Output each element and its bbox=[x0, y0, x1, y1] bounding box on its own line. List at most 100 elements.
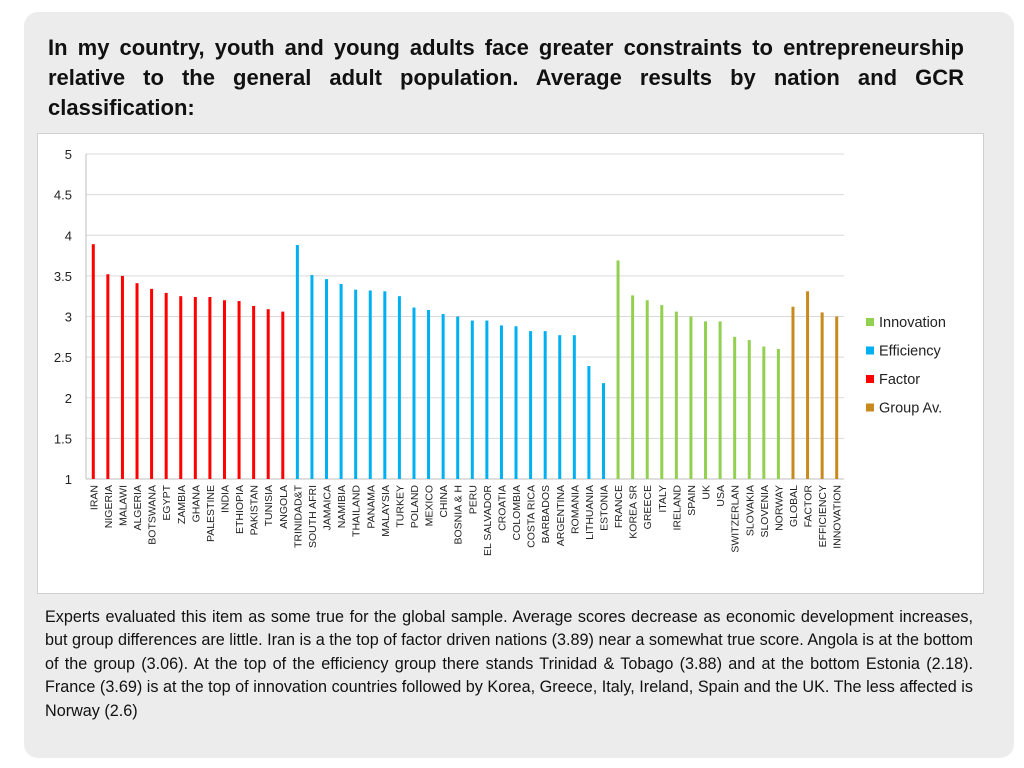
x-tick-label: IRELAND bbox=[671, 485, 683, 531]
bar-switzerlan bbox=[733, 336, 737, 479]
bar-italy bbox=[660, 305, 664, 479]
x-tick-label: PALESTINE bbox=[205, 485, 217, 542]
x-tick-label: KOREA SR bbox=[628, 485, 640, 539]
chart-svg: 1 1.5 2 2.5 3 3.5 4 4.5 5 IRAN NIGERIA MALAWI ALGERI… bbox=[54, 147, 946, 556]
x-tick-label: COLOMBIA bbox=[511, 485, 523, 540]
bar-slovakia bbox=[747, 340, 751, 479]
y-tick-label: 2.5 bbox=[54, 350, 72, 365]
x-tick-label: IRAN bbox=[88, 485, 100, 510]
bar-algeria bbox=[135, 283, 139, 479]
x-tick-label: LITHUANIA bbox=[584, 485, 596, 540]
bar-argentina bbox=[558, 335, 562, 479]
x-tick-label: THAILAND bbox=[351, 485, 363, 537]
legend-label: Factor bbox=[879, 372, 920, 388]
x-tick-label: INDIA bbox=[219, 485, 231, 513]
x-tick-label: NIGERIA bbox=[103, 485, 115, 528]
slide-title: In my country, youth and young adults fa… bbox=[48, 35, 964, 120]
bar-iran bbox=[91, 244, 95, 479]
x-tick-label: BOTSWANA bbox=[147, 485, 159, 545]
bar-greece bbox=[645, 300, 649, 479]
bar-thailand bbox=[354, 289, 358, 479]
x-tick-label: ESTONIA bbox=[598, 485, 610, 531]
bar-panama bbox=[368, 290, 372, 479]
legend-swatch bbox=[866, 375, 874, 383]
x-tick-label: ETHIOPIA bbox=[234, 485, 246, 534]
x-tick-label: POLAND bbox=[409, 485, 421, 529]
x-tick-label: SLOVENIA bbox=[759, 485, 771, 538]
x-tick-label: NORWAY bbox=[773, 485, 785, 531]
x-tick-label: FRANCE bbox=[613, 485, 625, 528]
bar-zambia bbox=[179, 296, 183, 479]
bar-factor bbox=[806, 291, 810, 479]
x-tick-label: ZAMBIA bbox=[176, 485, 188, 524]
bar-uk bbox=[704, 321, 708, 479]
bar-nigeria bbox=[106, 274, 110, 479]
legend-label: Group Av. bbox=[879, 401, 942, 417]
x-tick-label: TUNISIA bbox=[263, 485, 275, 526]
y-tick-label: 3.5 bbox=[54, 269, 72, 284]
bar-norway bbox=[776, 349, 780, 479]
x-tick-label: MALAWI bbox=[117, 485, 129, 526]
x-tick-label: TURKEY bbox=[394, 485, 406, 528]
bar-efficiency bbox=[820, 312, 824, 479]
y-tick-label: 4 bbox=[65, 228, 72, 243]
bar-costa-rica bbox=[529, 331, 533, 479]
bar-colombia bbox=[514, 326, 518, 479]
x-tick-label: UK bbox=[701, 485, 713, 500]
bar-trinidad-t bbox=[295, 245, 299, 479]
bar-romania bbox=[572, 335, 576, 479]
x-tick-label: GHANA bbox=[190, 485, 202, 522]
x-tick-label: PANAMA bbox=[365, 485, 377, 529]
x-tick-label: SPAIN bbox=[686, 485, 698, 516]
bar-botswana bbox=[150, 288, 154, 479]
legend-label: Innovation bbox=[879, 315, 946, 331]
bar-egypt bbox=[164, 292, 168, 479]
bar-malaysia bbox=[383, 291, 387, 479]
x-tick-label: CROATIA bbox=[496, 485, 508, 531]
bar-spain bbox=[689, 316, 693, 479]
x-tick-label: USA bbox=[715, 485, 727, 507]
x-tick-label: BARBADOS bbox=[540, 485, 552, 543]
bar-mexico bbox=[427, 310, 431, 479]
bar-south-afri bbox=[310, 275, 314, 479]
x-tick-label: EFFICIENCY bbox=[817, 485, 829, 547]
x-tick-label: MALAYSIA bbox=[380, 485, 392, 537]
bar-lithuania bbox=[587, 366, 591, 479]
x-tick-label: ITALY bbox=[657, 485, 669, 513]
bar-el-salvador bbox=[485, 320, 489, 479]
x-tick-label: GREECE bbox=[642, 485, 654, 529]
bar-peru bbox=[470, 320, 474, 479]
bar-innovation bbox=[835, 316, 839, 479]
y-tick-label: 4.5 bbox=[54, 188, 72, 203]
bar-turkey bbox=[397, 296, 401, 479]
bar-india bbox=[222, 300, 226, 479]
legend-label: Efficiency bbox=[879, 344, 942, 360]
bar-ghana bbox=[193, 297, 197, 479]
bar-china bbox=[441, 314, 445, 479]
x-tick-label: PAKISTAN bbox=[249, 485, 261, 535]
bar-ireland bbox=[674, 311, 678, 479]
x-tick-label: INNOVATION bbox=[832, 485, 844, 549]
slide-caption: Experts evaluated this item as some true… bbox=[45, 608, 973, 720]
x-tick-label: CHINA bbox=[438, 485, 450, 518]
y-tick-label: 3 bbox=[65, 310, 72, 325]
x-tick-label: EL SALVADOR bbox=[482, 485, 494, 556]
x-tick-label: ALGERIA bbox=[132, 485, 144, 531]
bar-barbados bbox=[543, 331, 547, 479]
x-tick-label: COSTA RICA bbox=[526, 485, 538, 548]
y-tick-label: 2 bbox=[65, 391, 72, 406]
x-tick-label: GLOBAL bbox=[788, 485, 800, 527]
bar-poland bbox=[412, 307, 416, 479]
y-tick-label: 1.5 bbox=[54, 431, 72, 446]
y-tick-label: 5 bbox=[65, 147, 72, 162]
x-tick-label: PERU bbox=[467, 485, 479, 514]
bar-usa bbox=[718, 321, 722, 479]
y-tick-label: 1 bbox=[65, 472, 72, 487]
x-tick-label: FACTOR bbox=[803, 485, 815, 528]
bar-jamaica bbox=[325, 279, 329, 479]
bar-pakistan bbox=[252, 305, 256, 479]
x-tick-label: ROMANIA bbox=[569, 485, 581, 534]
bar-estonia bbox=[601, 383, 605, 479]
bar-malawi bbox=[120, 275, 124, 479]
x-tick-label: JAMAICA bbox=[322, 485, 334, 531]
